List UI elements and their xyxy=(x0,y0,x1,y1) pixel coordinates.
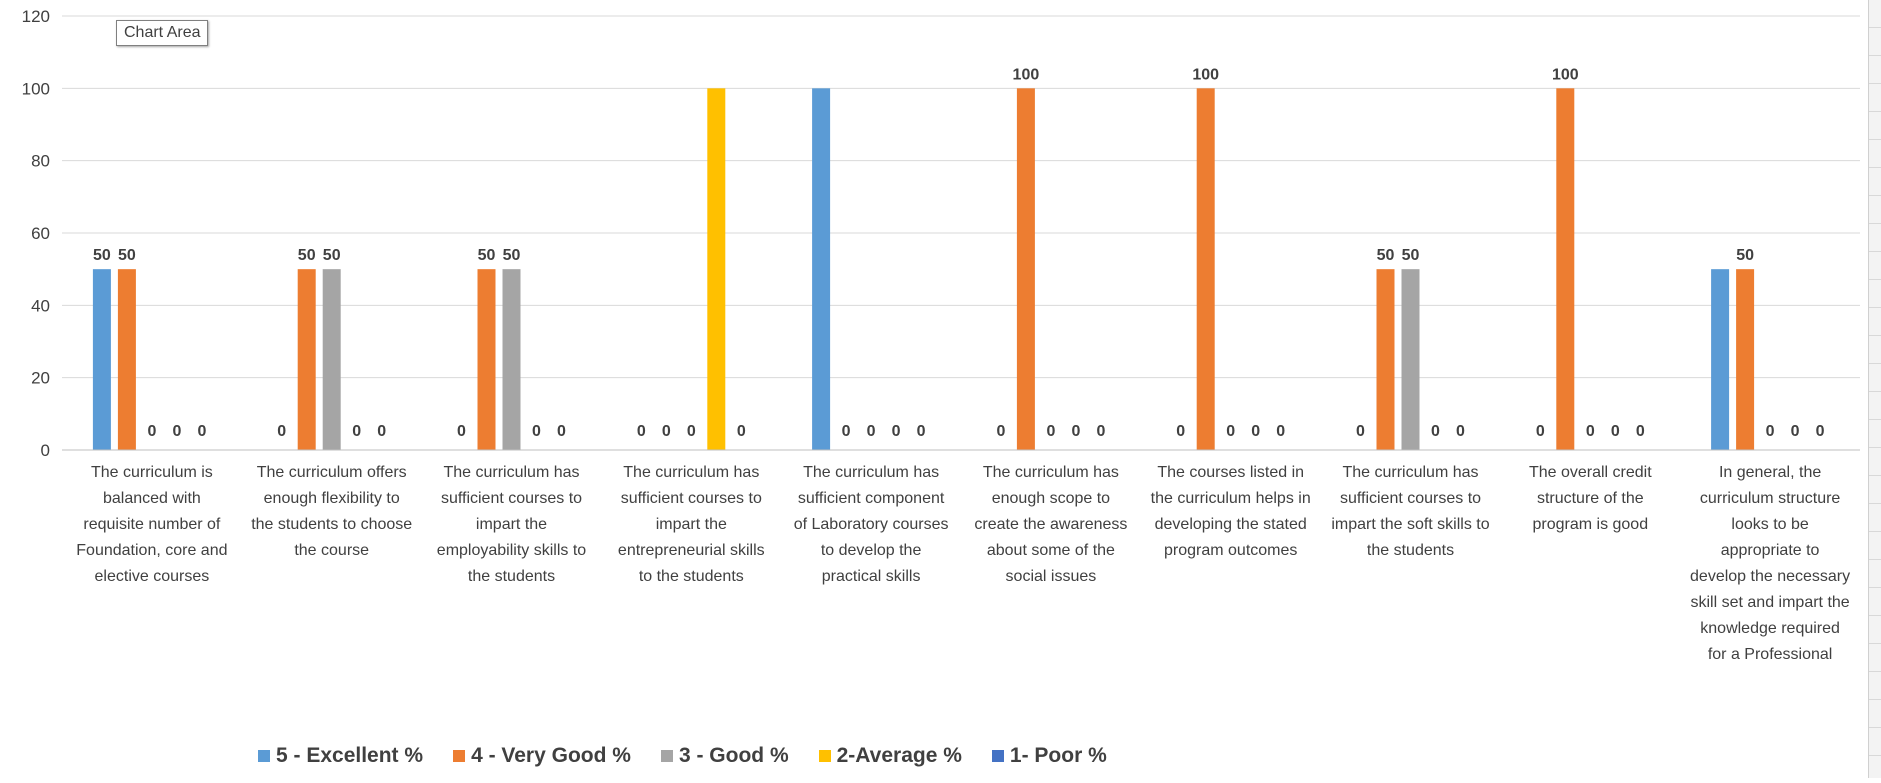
data-label: 0 xyxy=(996,423,1005,440)
data-label: 0 xyxy=(892,423,901,440)
legend-swatch xyxy=(258,750,270,762)
data-label: 0 xyxy=(172,423,181,440)
data-label: 0 xyxy=(687,423,696,440)
data-label: 100 xyxy=(1013,66,1040,83)
data-label: 50 xyxy=(1736,247,1754,264)
data-label: 0 xyxy=(842,423,851,440)
data-label: 0 xyxy=(197,423,206,440)
legend-item[interactable]: 3 - Good % xyxy=(660,744,789,768)
y-tick-label: 100 xyxy=(22,79,50,98)
data-label: 50 xyxy=(298,247,316,264)
data-label: 100 xyxy=(1552,66,1579,83)
data-label: 0 xyxy=(1226,423,1235,440)
x-category-label: The overall credit structure of the progra… xyxy=(1529,464,1652,533)
bar xyxy=(707,88,726,450)
data-label: 0 xyxy=(1536,423,1545,440)
x-category-label: The curriculum offers enough flexibility … xyxy=(251,464,412,559)
y-tick-label: 40 xyxy=(31,296,50,315)
bar xyxy=(477,269,496,450)
legend-swatch xyxy=(991,750,1004,762)
bar xyxy=(1401,269,1420,450)
legend-label: 3 - Good % xyxy=(678,744,789,767)
bar xyxy=(1196,88,1215,450)
data-label: 0 xyxy=(1431,423,1440,440)
bar xyxy=(1711,269,1730,450)
data-label: 50 xyxy=(118,247,136,264)
legend-item[interactable]: 5 - Excellent % xyxy=(258,744,423,768)
data-label: 0 xyxy=(1586,423,1595,440)
x-category-label: The curriculum has sufficient courses to i… xyxy=(1331,464,1489,559)
y-tick-label: 80 xyxy=(31,152,50,171)
data-label: 100 xyxy=(1192,66,1219,83)
y-tick-label: 20 xyxy=(31,369,50,388)
data-label: 0 xyxy=(917,423,926,440)
data-label: 0 xyxy=(457,423,466,440)
legend-swatch xyxy=(818,750,831,762)
y-tick-label: 60 xyxy=(31,224,50,243)
data-label: 0 xyxy=(1766,423,1775,440)
data-label: 0 xyxy=(662,423,671,440)
data-label: 0 xyxy=(277,423,286,440)
data-label: 0 xyxy=(557,423,566,440)
legend-label: 2-Average % xyxy=(836,744,962,767)
bar xyxy=(1376,269,1395,450)
x-category-label: The curriculum has sufficient courses to i… xyxy=(618,464,765,585)
bar xyxy=(812,88,831,450)
legend-item[interactable]: 4 - Very Good % xyxy=(453,744,631,768)
bar xyxy=(117,269,136,450)
x-category-label: In general, the curriculum structure looks… xyxy=(1690,464,1850,663)
bar xyxy=(1016,88,1035,450)
data-label: 0 xyxy=(1071,423,1080,440)
legend-label: 1- Poor % xyxy=(1009,744,1107,767)
bar xyxy=(1556,88,1575,450)
bar xyxy=(92,269,111,450)
legend-label: 5 - Excellent % xyxy=(276,744,424,767)
data-label: 0 xyxy=(377,423,386,440)
data-label: 50 xyxy=(1377,247,1395,264)
chart-legend[interactable]: 5 - Excellent % 4 - Very Good % 3 - Good %… xyxy=(258,744,1107,768)
data-label: 0 xyxy=(1356,423,1365,440)
data-label: 50 xyxy=(1402,247,1420,264)
x-category-label: The curriculum has enough scope to create … xyxy=(974,464,1127,585)
bar xyxy=(297,269,316,450)
chart-area-tooltip: Chart Area xyxy=(116,20,209,46)
data-label: 0 xyxy=(1046,423,1055,440)
data-label: 0 xyxy=(867,423,876,440)
y-tick-label: 0 xyxy=(41,441,50,460)
x-category-label: The curriculum has sufficient courses to i… xyxy=(437,464,586,585)
data-label: 50 xyxy=(323,247,341,264)
data-label: 0 xyxy=(1611,423,1620,440)
y-tick-label: 120 xyxy=(22,7,50,26)
legend-swatch xyxy=(453,750,466,762)
data-label: 0 xyxy=(1636,423,1645,440)
data-label: 50 xyxy=(93,247,111,264)
x-category-label: The curriculum has sufficient component of… xyxy=(794,464,949,585)
data-label: 0 xyxy=(1791,423,1800,440)
x-category-label: The curriculum is balanced with requisite … xyxy=(76,464,227,585)
bar xyxy=(502,269,521,450)
data-label: 0 xyxy=(1456,423,1465,440)
legend-item[interactable]: 2-Average % xyxy=(818,744,962,768)
data-label: 0 xyxy=(1276,423,1285,440)
x-category-label: The courses listed in the curriculum help… xyxy=(1151,464,1311,559)
bar xyxy=(1736,269,1755,450)
sheet-edge xyxy=(1868,0,1881,778)
data-label: 0 xyxy=(147,423,156,440)
legend-swatch xyxy=(660,750,673,762)
data-label: 0 xyxy=(737,423,746,440)
data-label: 50 xyxy=(503,247,521,264)
data-label: 0 xyxy=(1251,423,1260,440)
data-label: 0 xyxy=(1176,423,1185,440)
bar xyxy=(322,269,341,450)
data-label: 0 xyxy=(1096,423,1105,440)
legend-label: 4 - Very Good % xyxy=(471,744,631,767)
data-label: 50 xyxy=(478,247,496,264)
legend-item[interactable]: 1- Poor % xyxy=(991,744,1107,768)
data-label: 0 xyxy=(1816,423,1825,440)
data-label: 0 xyxy=(532,423,541,440)
data-label: 0 xyxy=(637,423,646,440)
data-label: 0 xyxy=(352,423,361,440)
